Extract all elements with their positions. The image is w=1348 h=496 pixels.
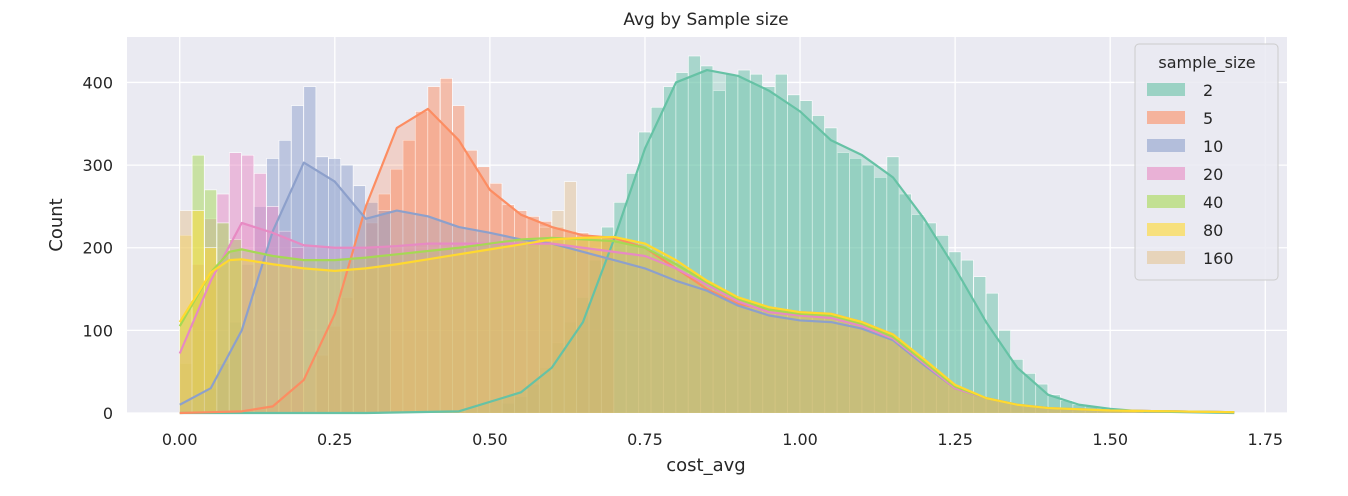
histogram-bar-2 <box>998 330 1011 414</box>
histogram-bar-2 <box>849 158 863 414</box>
legend-swatch <box>1147 111 1185 124</box>
histogram-bar-160 <box>539 226 552 414</box>
histogram-bar-5 <box>526 216 540 414</box>
kde-line-40 <box>178 236 1235 414</box>
legend-swatch <box>1147 223 1185 236</box>
y-tick-label: 100 <box>82 321 113 340</box>
legend-swatch <box>1147 83 1185 96</box>
legend-entries: 2 5 10 20 40 80 160 <box>1147 81 1234 268</box>
histogram-bar-2 <box>886 156 900 414</box>
histogram-bar-5 <box>477 166 490 414</box>
histogram-bar-2 <box>836 152 850 414</box>
histogram-bar-2 <box>626 173 639 414</box>
histogram-bar-2 <box>774 73 788 414</box>
histogram-bar-2 <box>961 259 974 414</box>
legend-label: 10 <box>1203 137 1223 156</box>
histogram-bar-5 <box>452 105 466 414</box>
x-tick-labels: 0.00 0.25 0.50 0.75 1.00 1.25 1.50 1.75 <box>162 430 1283 449</box>
histogram-bar-5 <box>439 78 453 414</box>
x-tick-label: 0.25 <box>317 430 353 449</box>
y-tick-label: 200 <box>82 239 113 258</box>
histogram-bar-2 <box>762 86 776 414</box>
histogram-bar-2 <box>638 131 652 414</box>
histogram-bar-2 <box>812 115 825 414</box>
histogram-bar-2 <box>787 94 801 414</box>
histogram-bar-2 <box>700 65 714 414</box>
histogram-area-80 <box>179 236 1235 413</box>
y-tick-labels: 0 100 200 300 400 <box>82 73 113 423</box>
histogram-bar-2 <box>1023 373 1036 414</box>
histogram-bar-2 <box>824 127 838 414</box>
histogram-bar-2 <box>799 100 813 414</box>
histogram-area-2 <box>179 70 1235 414</box>
legend-label: 2 <box>1203 81 1213 100</box>
x-tick-label: 0.75 <box>627 430 663 449</box>
histogram-area-20 <box>179 222 1235 413</box>
x-tick-label: 0.00 <box>162 430 198 449</box>
legend-label: 40 <box>1203 193 1223 212</box>
y-axis-label: Count <box>46 198 67 251</box>
histogram-bar-2 <box>1010 358 1024 414</box>
histogram-bar-2 <box>985 292 999 414</box>
y-tick-label: 0 <box>103 404 113 423</box>
legend-label: 160 <box>1203 249 1234 268</box>
legend-swatch <box>1147 195 1185 208</box>
legend-label: 20 <box>1203 165 1223 184</box>
kde-line-20 <box>178 221 1235 414</box>
x-tick-label: 1.25 <box>937 430 973 449</box>
histogram-area-10 <box>179 162 1235 413</box>
histogram-bar-2 <box>973 276 987 414</box>
histogram-bar-2 <box>613 201 627 414</box>
histogram-bar-5 <box>514 210 528 414</box>
legend: sample_size 2 5 10 20 40 80 160 <box>1134 43 1279 281</box>
histogram-bar-5 <box>464 149 478 414</box>
legend-label: 5 <box>1203 109 1213 128</box>
legend-swatch <box>1147 251 1185 264</box>
histogram-bar-2 <box>737 69 751 414</box>
histogram-bar-2 <box>750 73 763 414</box>
x-axis-label: cost_avg <box>666 455 745 476</box>
histogram-bar-2 <box>861 164 875 414</box>
histogram-bar-2 <box>688 55 701 414</box>
chart-title: Avg by Sample size <box>623 10 788 30</box>
x-tick-label: 1.75 <box>1247 430 1283 449</box>
legend-box <box>1134 43 1279 281</box>
histogram-bar-2 <box>874 177 887 414</box>
legend-swatch <box>1147 139 1185 152</box>
kde-line-80 <box>178 235 1235 414</box>
histogram-bar-2 <box>936 235 949 414</box>
histogram-bar-2 <box>712 90 726 414</box>
histogram-bar-2 <box>675 72 689 414</box>
histogram-bars <box>179 55 1235 414</box>
histogram-bar-2 <box>663 86 676 414</box>
kde-line-2 <box>179 68 1235 415</box>
histogram-area-40 <box>179 237 1235 413</box>
y-tick-label: 300 <box>82 156 113 175</box>
x-tick-label: 1.00 <box>782 430 818 449</box>
histogram-area-5 <box>179 108 1235 414</box>
legend-title: sample_size <box>1158 53 1255 73</box>
y-tick-label: 400 <box>82 73 113 92</box>
x-tick-label: 1.50 <box>1092 430 1128 449</box>
histogram-bar-5 <box>489 182 503 414</box>
kde-curves <box>178 68 1235 415</box>
histogram-bar-2 <box>948 251 962 414</box>
legend-label: 80 <box>1203 221 1223 240</box>
legend-swatch <box>1147 167 1185 180</box>
x-tick-label: 0.50 <box>472 430 508 449</box>
